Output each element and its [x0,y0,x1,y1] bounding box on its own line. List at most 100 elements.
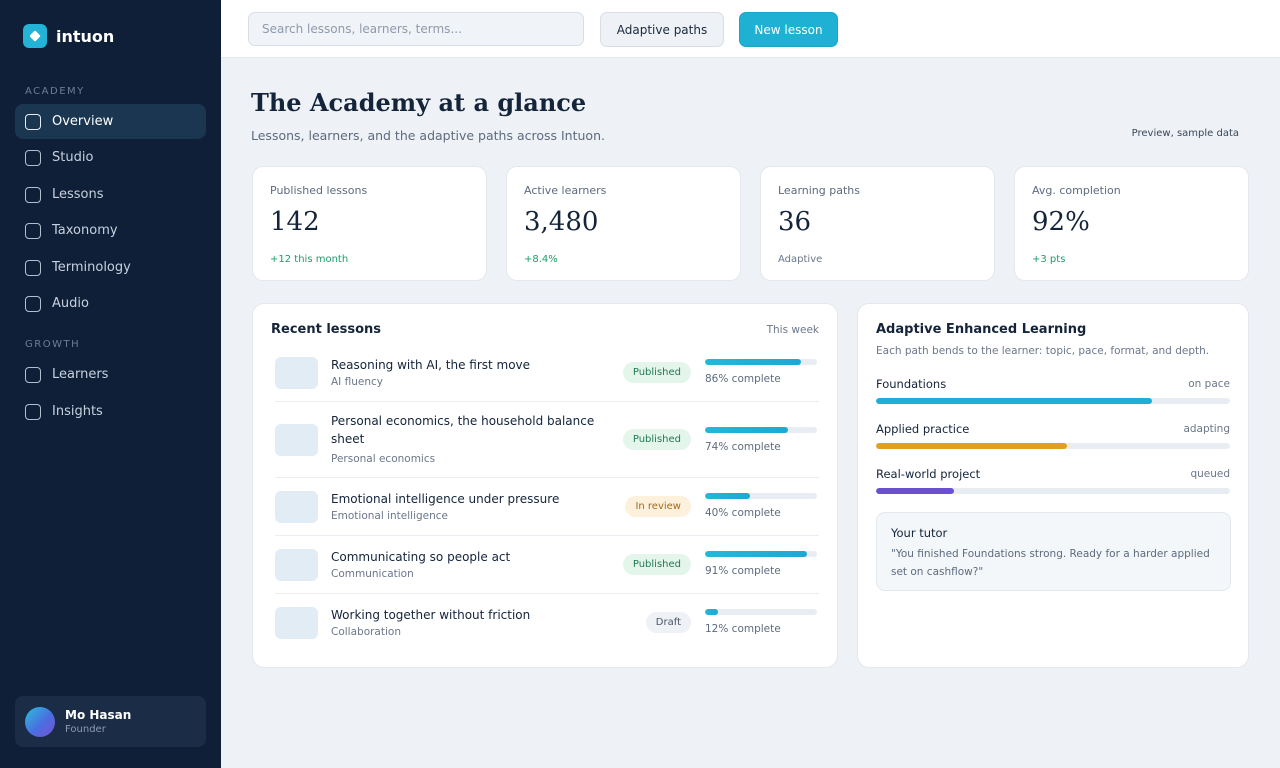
progress-bar [705,551,817,557]
lesson-thumbnail [275,607,318,639]
stat-value: 142 [270,207,320,237]
stat-value: 3,480 [524,207,599,237]
progress-fill [705,609,719,615]
tutor-title: Your tutor [891,526,948,540]
intuon-logo-icon [23,24,47,48]
adaptive-learning-panel: Adaptive Enhanced Learning Each path ben… [857,303,1249,668]
lesson-title[interactable]: Personal economics, the household balanc… [331,414,595,446]
nav-section-academy: ACADEMY [25,86,85,97]
topbar: Adaptive paths New lesson [221,0,1280,58]
sidebar-item-label: Taxonomy [52,223,118,238]
table-row[interactable]: Working together without friction Collab… [275,594,819,652]
table-row[interactable]: Reasoning with AI, the first move AI flu… [275,349,819,402]
path-name: Real-world project [876,467,981,481]
path-progress-bar [876,398,1230,404]
path-progress-fill [876,443,1068,449]
path-name: Foundations [876,377,947,391]
lesson-category: Communication [331,568,414,580]
sidebar-item-overview[interactable]: Overview [15,104,206,139]
sidebar-item-terminology[interactable]: Terminology [15,250,206,285]
progress-bar [705,609,817,615]
sidebar-item-audio[interactable]: Audio [15,286,206,321]
path-progress-bar [876,443,1230,449]
recent-lessons-panel: Recent lessons This week Reasoning with … [252,303,838,668]
lesson-category: Personal economics [331,453,436,465]
taxonomy-icon [25,222,41,239]
lesson-title[interactable]: Reasoning with AI, the first move [331,358,531,372]
stat-value: 92% [1032,207,1090,237]
table-row[interactable]: Personal economics, the household balanc… [275,402,819,478]
lesson-title[interactable]: Communicating so people act [331,550,511,564]
user-name: Mo Hasan [65,708,132,722]
stat-card-active-learners: Active learners 3,480 +8.4% [506,166,741,281]
progress-fill [705,427,788,433]
user-role: Founder [65,724,106,735]
lesson-category: Emotional intelligence [331,510,449,522]
stat-delta: Adaptive [778,254,823,265]
progress-label: 12% complete [705,623,781,635]
path-name: Applied practice [876,422,970,436]
stat-value: 36 [778,207,812,237]
stat-label: Published lessons [270,184,368,197]
lessons-icon [25,186,41,203]
stat-label: Active learners [524,184,607,197]
lesson-thumbnail [275,491,318,523]
status-badge: In review [625,496,691,517]
lesson-title[interactable]: Working together without friction [331,608,531,622]
sidebar-item-taxonomy[interactable]: Taxonomy [15,213,206,248]
sidebar-item-insights[interactable]: Insights [15,394,206,429]
lesson-category: Collaboration [331,626,401,638]
lesson-thumbnail [275,549,318,581]
progress-label: 40% complete [705,507,781,519]
learners-icon [25,366,41,383]
stat-label: Avg. completion [1032,184,1121,197]
progress-label: 74% complete [705,441,781,453]
progress-fill [705,551,807,557]
stat-card-avg-completion: Avg. completion 92% +3 pts [1014,166,1249,281]
path-status: on pace [1188,378,1230,390]
path-progress-fill [876,398,1153,404]
progress-fill [705,359,802,365]
nav-section-growth: GROWTH [25,339,81,350]
sidebar-item-lessons[interactable]: Lessons [15,177,206,212]
user-info: Mo Hasan Founder [65,708,131,735]
sidebar-item-label: Studio [52,150,94,165]
path-progress-fill [876,488,954,494]
user-card[interactable]: Mo Hasan Founder [15,696,206,747]
tutor-message: "You finished Foundations strong. Ready … [891,548,1210,578]
path-status: adapting [1183,423,1230,435]
studio-icon [25,149,41,166]
page-title: The Academy at a glance [251,88,587,117]
insights-icon [25,403,41,420]
stat-card-learning-paths: Learning paths 36 Adaptive [760,166,995,281]
table-row[interactable]: Communicating so people act Communicatio… [275,536,819,594]
stat-delta: +8.4% [524,254,558,265]
stat-delta: +3 pts [1032,254,1066,265]
adaptive-paths-button[interactable]: Adaptive paths [600,12,724,47]
lesson-title[interactable]: Emotional intelligence under pressure [331,492,560,506]
adaptive-title: Adaptive Enhanced Learning [876,322,1087,337]
progress-bar [705,493,817,499]
table-row[interactable]: Emotional intelligence under pressure Em… [275,478,819,536]
recent-lessons-period: This week [766,324,819,336]
stat-card-published-lessons: Published lessons 142 +12 this month [252,166,487,281]
new-lesson-button[interactable]: New lesson [739,12,838,47]
brand-name: intuon [56,26,115,46]
terminology-icon [25,259,41,276]
adaptive-description: Each path bends to the learner: topic, p… [876,345,1210,357]
stat-label: Learning paths [778,184,860,197]
audio-icon [25,295,41,312]
avatar [25,706,55,737]
brand[interactable]: intuon [23,24,114,48]
search-input[interactable] [248,12,584,46]
preview-tag: Preview, sample data [1131,128,1239,139]
sidebar-item-label: Terminology [52,260,131,275]
sidebar-item-studio[interactable]: Studio [15,140,206,175]
sidebar-item-label: Lessons [52,187,104,202]
status-badge: Published [622,554,691,575]
sidebar-item-learners[interactable]: Learners [15,357,206,392]
stat-delta: +12 this month [270,254,349,265]
tutor-card[interactable]: Your tutor "You finished Foundations str… [876,512,1231,591]
path-progress-bar [876,488,1230,494]
status-badge: Draft [645,612,691,633]
